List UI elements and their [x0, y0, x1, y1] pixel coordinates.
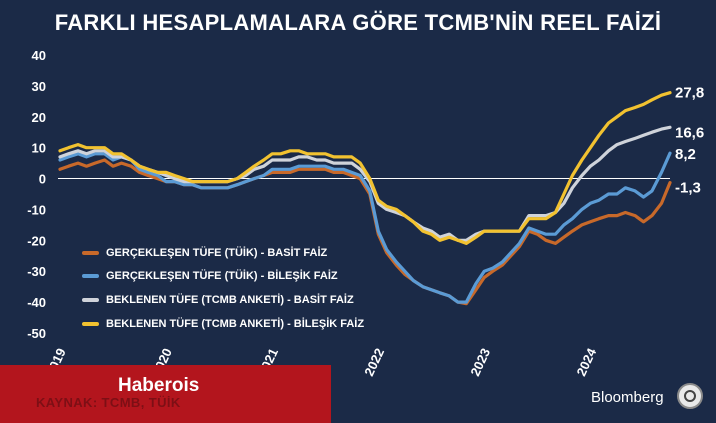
y-tick-label: 20	[32, 110, 46, 125]
legend-item-beklenen-bilesik: BEKLENEN TÜFE (TCMB ANKETİ) - BİLEŞİK FA…	[82, 318, 364, 330]
end-value-label: 8,2	[675, 146, 696, 163]
source-text: KAYNAK: TCMB, TÜİK	[36, 395, 181, 410]
x-tick-label: 2022	[361, 346, 387, 379]
legend-label: BEKLENEN TÜFE (TCMB ANKETİ) - BİLEŞİK FA…	[106, 318, 365, 330]
y-tick-label: 40	[32, 48, 46, 63]
legend-item-gercek-basit: GERÇEKLEŞEN TÜFE (TÜİK) - BASİT FAİZ	[82, 247, 327, 259]
end-value-label: 27,8	[675, 85, 704, 102]
y-tick-label: -40	[27, 295, 46, 310]
legend-swatch	[82, 298, 99, 303]
series-line-2	[58, 151, 672, 304]
legend-swatch	[82, 322, 99, 327]
y-tick-label: 0	[39, 172, 46, 187]
y-tick-label: -50	[27, 326, 46, 341]
series-line-4	[58, 91, 672, 245]
legend-item-gercek-bilesik: GERÇEKLEŞEN TÜFE (TÜİK) - BİLEŞİK FAİZ	[82, 270, 338, 282]
brand-name: Bloomberg	[591, 389, 664, 406]
legend-item-beklenen-basit: BEKLENEN TÜFE (TCMB ANKETİ) - BASİT FAİZ	[82, 294, 354, 306]
chart-title: FARKLI HESAPLAMALARA GÖRE TCMB'NİN REEL …	[54, 10, 662, 35]
y-tick-label: 10	[32, 141, 46, 156]
legend-label: BEKLENEN TÜFE (TCMB ANKETİ) - BASİT FAİZ	[106, 294, 354, 306]
legend-swatch	[82, 251, 99, 256]
legend-swatch	[82, 274, 99, 279]
source-bar	[0, 365, 331, 423]
y-tick-label: -20	[27, 233, 46, 248]
legend-label: GERÇEKLEŞEN TÜFE (TÜİK) - BASİT FAİZ	[106, 247, 328, 259]
legend-label: GERÇEKLEŞEN TÜFE (TÜİK) - BİLEŞİK FAİZ	[106, 270, 338, 282]
x-tick-label: 2023	[467, 346, 493, 379]
y-tick-label: -10	[27, 202, 46, 217]
watermark-text: Haberois	[118, 375, 200, 396]
logo-badge-icon	[677, 383, 703, 409]
x-tick-label: 2024	[573, 345, 599, 378]
end-value-label: 16,6	[675, 124, 704, 141]
y-tick-label: -30	[27, 264, 46, 279]
end-value-label: -1,3	[675, 180, 701, 197]
y-tick-label: 30	[32, 79, 46, 94]
